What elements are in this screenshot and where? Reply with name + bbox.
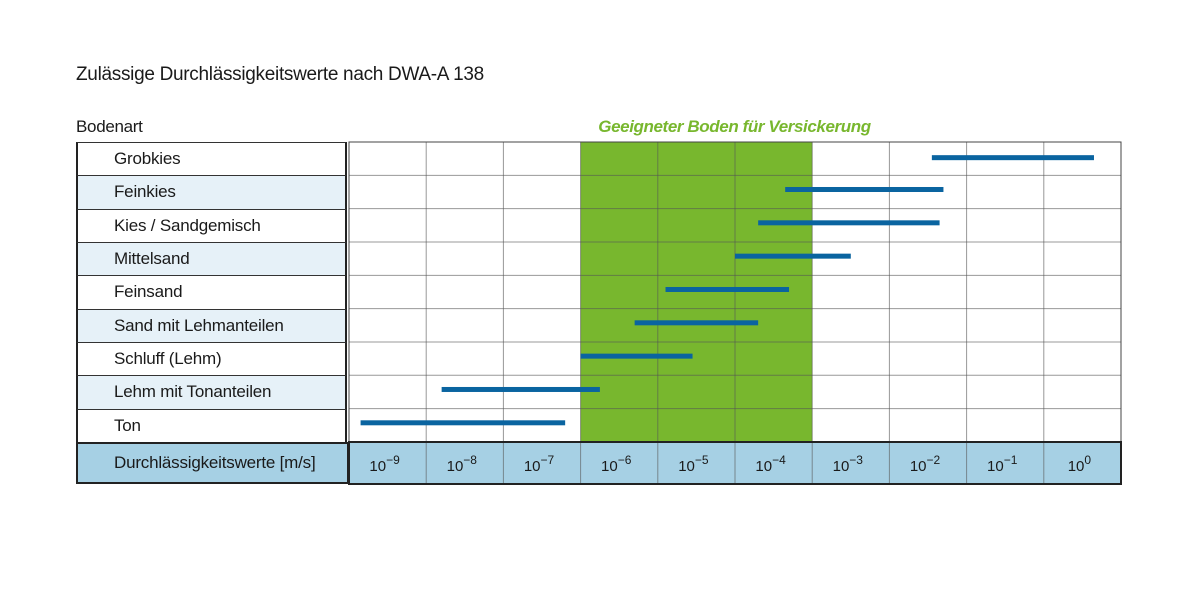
highlight-label: Geeigneter Boden für Versickerung xyxy=(598,117,871,136)
x-tick-label: 10−8 xyxy=(447,453,478,475)
x-tick-label: 10−1 xyxy=(987,453,1018,475)
range-bar xyxy=(580,353,693,359)
category-label: Schluff (Lehm) xyxy=(76,341,347,376)
category-label: Feinsand xyxy=(76,275,347,309)
range-bar xyxy=(634,320,759,326)
x-axis-label: Durchlässigkeitswerte [m/s] xyxy=(76,442,349,484)
category-label: Sand mit Lehmanteilen xyxy=(76,308,347,342)
range-bar xyxy=(785,186,944,192)
chart-title: Zulässige Durchlässigkeitswerte nach DWA… xyxy=(76,64,484,85)
highlight-band xyxy=(580,142,813,442)
category-label: Ton xyxy=(76,408,347,442)
range-bar xyxy=(735,253,851,259)
axis-frame xyxy=(348,441,1122,485)
category-label: Grobkies xyxy=(76,142,347,176)
y-axis-label: Bodenart xyxy=(76,117,143,136)
x-tick-label: 10−4 xyxy=(755,453,786,475)
x-tick-label: 10−6 xyxy=(601,453,632,475)
range-bar xyxy=(441,386,600,392)
x-tick-label: 100 xyxy=(1068,453,1092,475)
x-tick-label: 10−3 xyxy=(833,453,864,475)
range-bar xyxy=(758,220,940,226)
x-tick-label: 10−7 xyxy=(524,453,555,475)
range-bar xyxy=(360,420,566,426)
category-label: Lehm mit Tonanteilen xyxy=(76,375,347,409)
x-tick-label: 10−9 xyxy=(369,453,400,475)
category-label: Feinkies xyxy=(76,175,347,209)
x-tick-label: 10−5 xyxy=(678,453,709,475)
category-label: Kies / Sandgemisch xyxy=(76,208,347,242)
x-tick-label: 10−2 xyxy=(910,453,941,475)
range-bar xyxy=(931,155,1094,161)
range-bar xyxy=(665,286,790,292)
category-label: Mittelsand xyxy=(76,241,347,276)
